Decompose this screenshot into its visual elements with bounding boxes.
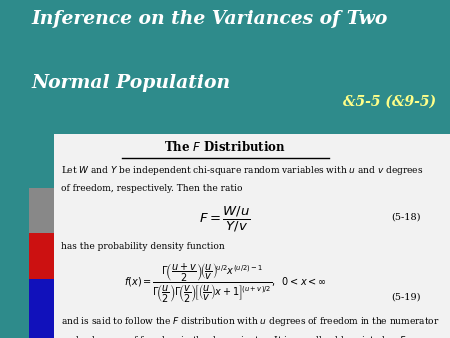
Text: Inference on the Variances of Two: Inference on the Variances of Two xyxy=(32,10,388,28)
Text: Normal Population: Normal Population xyxy=(32,74,230,92)
Text: Let $W$ and $Y$ be independent chi-square random variables with $u$ and $v$ degr: Let $W$ and $Y$ be independent chi-squar… xyxy=(61,164,423,177)
Bar xyxy=(29,233,54,279)
Text: $f(x) = \dfrac{\Gamma\!\left(\dfrac{u+v}{2}\right)\!\left(\dfrac{u}{v}\right)^{\: $f(x) = \dfrac{\Gamma\!\left(\dfrac{u+v}… xyxy=(124,262,326,305)
Text: The $\mathbf{\mathit{F}}$ Distribution: The $\mathbf{\mathit{F}}$ Distribution xyxy=(164,140,286,154)
Text: and $v$ degrees of freedom in the denominator. It is usually abbreviated as $F_{: and $v$ degrees of freedom in the denomi… xyxy=(61,335,420,338)
Bar xyxy=(29,279,54,338)
Text: (5-18): (5-18) xyxy=(391,213,421,222)
Text: $F = \dfrac{W/u}{Y/v}$: $F = \dfrac{W/u}{Y/v}$ xyxy=(199,204,251,234)
Text: has the probability density function: has the probability density function xyxy=(61,242,225,251)
Text: &5-5 (&9-5): &5-5 (&9-5) xyxy=(343,95,436,108)
Text: (5-19): (5-19) xyxy=(391,292,421,301)
Text: and is said to follow the $F$ distribution with $u$ degrees of freedom in the nu: and is said to follow the $F$ distributi… xyxy=(61,315,439,328)
Bar xyxy=(29,188,54,233)
Bar xyxy=(29,134,450,338)
Bar xyxy=(29,134,54,188)
Text: of freedom, respectively. Then the ratio: of freedom, respectively. Then the ratio xyxy=(61,184,242,193)
